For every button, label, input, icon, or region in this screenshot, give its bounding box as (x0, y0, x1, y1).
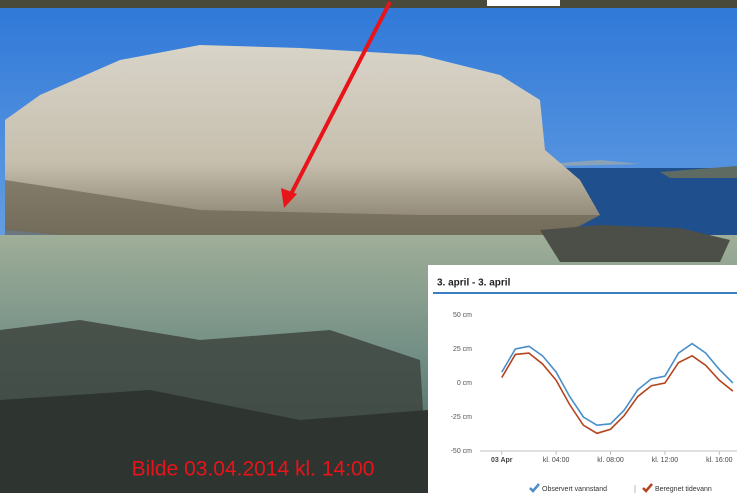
y-tick-label: -50 cm (451, 448, 473, 455)
y-tick-label: 50 cm (453, 312, 472, 319)
y-tick-label: 0 cm (457, 380, 472, 387)
x-tick-label: kl. 16:00 (706, 457, 733, 464)
x-tick-label: kl. 04:00 (543, 457, 570, 464)
chart-title: 3. april - 3. april (437, 278, 511, 289)
y-tick-label: -25 cm (451, 414, 473, 421)
legend-label: Beregnet tidevann (655, 486, 712, 493)
x-tick-label: kl. 08:00 (597, 457, 624, 464)
legend-label: Observert vannstand (542, 486, 607, 493)
photo-caption: Bilde 03.04.2014 kl. 14:00 (132, 458, 375, 481)
x-tick-label: 03 Apr (491, 457, 513, 464)
inset-chart: 3. april - 3. april -50 cm -25 cm 0 cm 25 c… (428, 265, 737, 493)
x-tick-label: kl. 12:00 (652, 457, 679, 464)
y-tick-label: 25 cm (453, 346, 472, 353)
page: Bilde 03.04.2014 kl. 14:00 3. april - 3.… (0, 0, 737, 493)
screenshot: Bilde 03.04.2014 kl. 14:00 3. april - 3.… (0, 0, 737, 493)
